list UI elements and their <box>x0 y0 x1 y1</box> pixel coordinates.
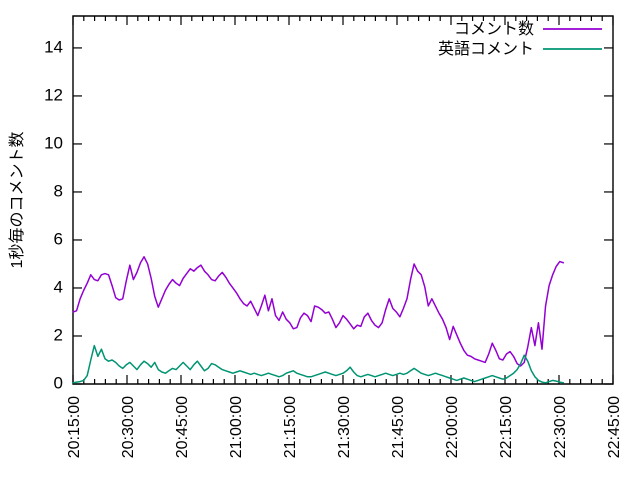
legend-label-2: 英語コメント <box>438 40 534 58</box>
series-line-1 <box>72 256 565 367</box>
x-tick-label: 21:30:00 <box>336 396 353 458</box>
y-axis-ticks: 0 2 4 6 8 10 12 14 <box>44 37 613 392</box>
x-tick-label: 21:45:00 <box>390 396 407 458</box>
x-axis-ticks: 20:15:00 20:30:00 20:45:00 21:00:00 21:15:00… <box>66 16 623 458</box>
y-tick-label: 12 <box>44 85 63 104</box>
x-tick-label: 20:45:00 <box>174 396 191 458</box>
x-tick-label: 22:30:00 <box>552 396 569 458</box>
legend-label-1: コメント数 <box>454 20 534 38</box>
x-tick-label: 21:15:00 <box>282 396 299 458</box>
x-tick-label: 22:00:00 <box>444 396 461 458</box>
y-tick-label: 14 <box>44 37 63 56</box>
x-tick-label: 20:30:00 <box>120 396 137 458</box>
series-line-2 <box>72 344 565 384</box>
data-series-group <box>72 256 565 384</box>
x-tick-label: 21:00:00 <box>228 396 245 458</box>
x-tick-label: 22:15:00 <box>498 396 515 458</box>
y-tick-label: 2 <box>54 325 63 344</box>
y-tick-label: 10 <box>44 133 63 152</box>
y-tick-label: 0 <box>54 373 63 392</box>
y-tick-label: 8 <box>54 181 63 200</box>
y-axis-title: 1秒毎のコメント数 <box>8 132 26 269</box>
y-tick-label: 6 <box>54 229 63 248</box>
y-tick-label: 4 <box>54 277 63 296</box>
x-tick-label: 20:15:00 <box>66 396 83 458</box>
x-tick-label: 22:45:00 <box>606 396 623 458</box>
